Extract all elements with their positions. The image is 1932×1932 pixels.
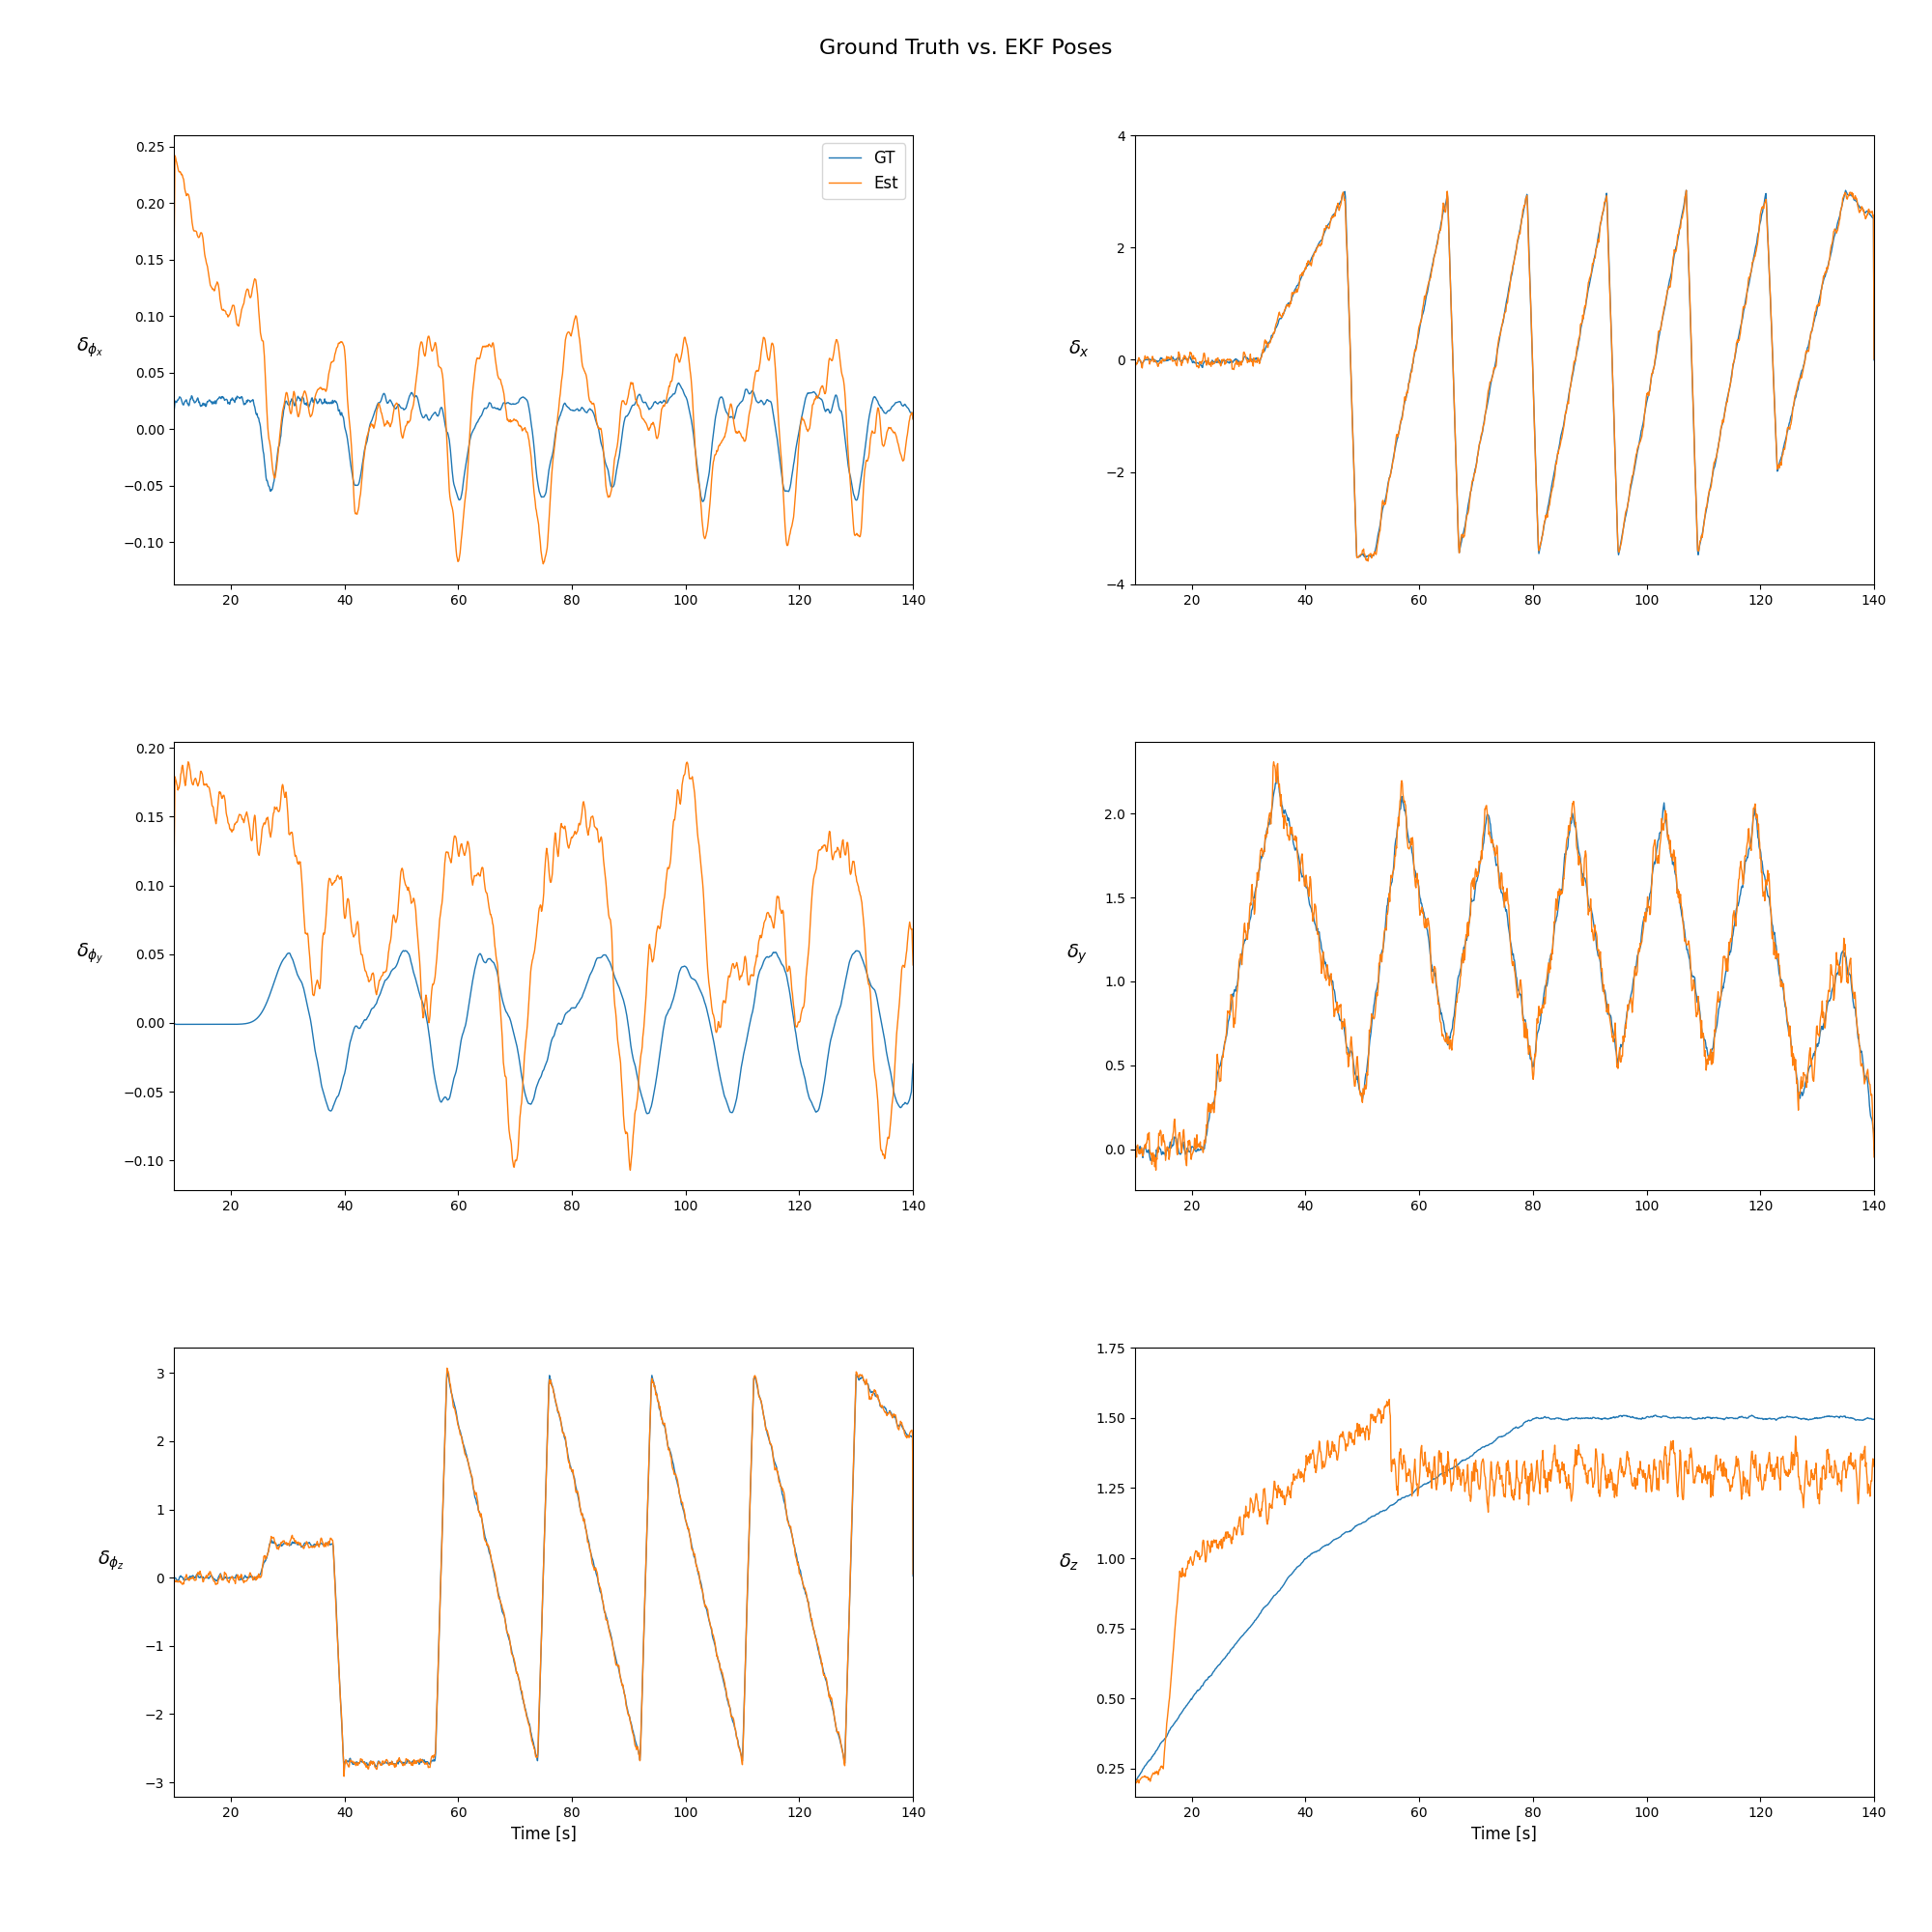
Est: [825, 330, 848, 354]
Line: Est: Est: [174, 156, 914, 564]
Est: [902, 408, 925, 431]
GT: [620, 396, 643, 419]
Est: [164, 145, 187, 168]
GT: [825, 383, 848, 406]
Legend: GT, Est: GT, Est: [823, 143, 904, 199]
GT: [902, 408, 925, 431]
Y-axis label: $\delta_{\phi_x}$: $\delta_{\phi_x}$: [75, 336, 104, 359]
Est: [493, 386, 516, 410]
Est: [583, 402, 607, 425]
GT: [162, 400, 185, 423]
GT: [493, 392, 516, 415]
GT: [168, 384, 191, 408]
X-axis label: Time [s]: Time [s]: [1472, 1826, 1538, 1843]
GT: [692, 491, 715, 514]
X-axis label: Time [s]: Time [s]: [510, 1826, 576, 1843]
Line: GT: GT: [174, 383, 914, 502]
Y-axis label: $\delta_x$: $\delta_x$: [1068, 340, 1090, 359]
Est: [620, 371, 643, 394]
Y-axis label: $\delta_y$: $\delta_y$: [1066, 943, 1088, 966]
Est: [178, 189, 201, 213]
Est: [168, 160, 191, 184]
Y-axis label: $\delta_z$: $\delta_z$: [1059, 1551, 1080, 1573]
Est: [162, 251, 185, 274]
GT: [178, 394, 201, 417]
GT: [667, 371, 690, 394]
Y-axis label: $\delta_{\phi_z}$: $\delta_{\phi_z}$: [99, 1549, 126, 1573]
GT: [583, 404, 607, 427]
Est: [531, 553, 554, 576]
Text: Ground Truth vs. EKF Poses: Ground Truth vs. EKF Poses: [819, 39, 1113, 58]
Y-axis label: $\delta_{\phi_y}$: $\delta_{\phi_y}$: [75, 941, 104, 966]
